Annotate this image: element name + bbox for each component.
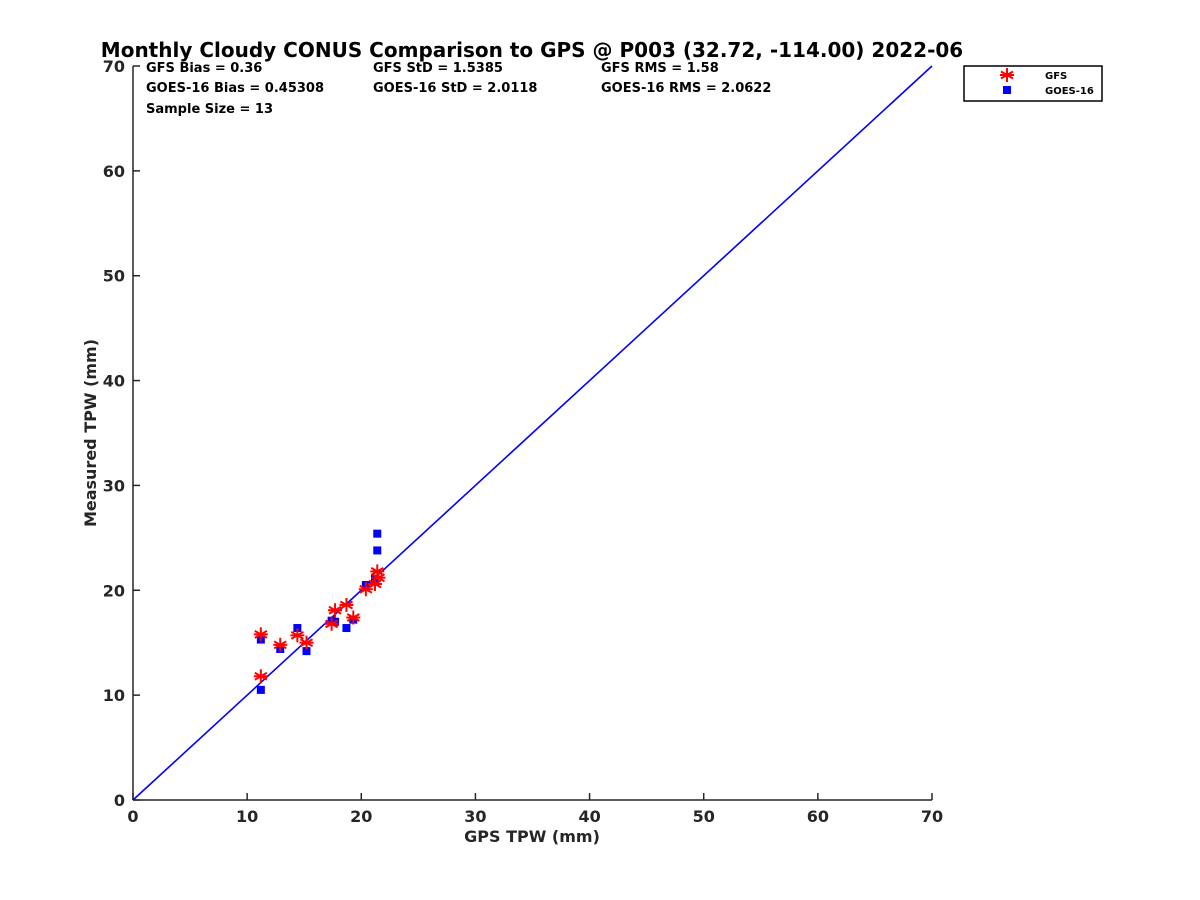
one-to-one-reference-line (132, 65, 933, 801)
stat-sample-size: Sample Size = 13 (146, 102, 273, 117)
stat-goes-std: GOES-16 StD = 2.0118 (373, 81, 537, 96)
gfs-point (273, 637, 288, 652)
stat-gfs-rms: GFS RMS = 1.58 (601, 61, 719, 76)
legend: GFS GOES-16 (963, 65, 1103, 102)
legend-gfs-marker-icon (1000, 68, 1014, 82)
x-tick-label: 30 (464, 807, 486, 826)
gfs-point (346, 610, 361, 625)
x-tick-label: 60 (807, 807, 829, 826)
goes16-point (373, 529, 382, 538)
scatter-markers (253, 529, 386, 694)
stat-goes-rms: GOES-16 RMS = 2.0622 (601, 81, 771, 96)
x-tick-label: 0 (127, 807, 138, 826)
stat-gfs-bias: GFS Bias = 0.36 (146, 61, 262, 76)
goes16-point (342, 624, 351, 633)
gfs-point (328, 603, 343, 618)
stat-gfs-std: GFS StD = 1.5385 (373, 61, 503, 76)
y-tick-label: 20 (103, 581, 125, 600)
y-axis-label: Measured TPW (mm) (81, 339, 100, 527)
legend-box (963, 65, 1103, 102)
legend-gfs-label: GFS (1045, 71, 1067, 82)
y-tick-label: 30 (103, 476, 125, 495)
x-tick-label: 70 (921, 807, 943, 826)
gfs-point (339, 597, 354, 612)
y-tick-label: 70 (103, 57, 125, 76)
x-tick-label: 10 (236, 807, 258, 826)
stats-block: GFS Bias = 0.36 GOES-16 Bias = 0.45308 S… (146, 61, 771, 117)
y-tick-label: 0 (114, 791, 125, 810)
y-tick-label: 50 (103, 267, 125, 286)
y-tick-label: 60 (103, 162, 125, 181)
goes16-point (302, 647, 311, 656)
x-axis-ticks: 0 10 20 30 40 50 60 70 (127, 793, 943, 826)
stat-goes-bias: GOES-16 Bias = 0.45308 (146, 81, 324, 96)
goes16-point (373, 546, 382, 555)
chart-title: Monthly Cloudy CONUS Comparison to GPS @… (101, 38, 963, 62)
goes16-point (293, 624, 302, 633)
legend-goes-label: GOES-16 (1045, 86, 1094, 97)
y-tick-label: 10 (103, 686, 125, 705)
y-axis-ticks: 0 10 20 30 40 50 60 70 (103, 57, 140, 810)
x-tick-label: 50 (693, 807, 715, 826)
gfs-point (324, 616, 339, 631)
legend-gfs-asterisk (1000, 68, 1014, 82)
legend-goes-marker-icon (1003, 86, 1011, 94)
gfs-point (253, 627, 268, 642)
x-tick-label: 20 (350, 807, 372, 826)
plot-area: 0 10 20 30 40 50 60 70 0 10 20 30 40 50 60 70 (103, 57, 943, 826)
y-tick-label: 40 (103, 372, 125, 391)
x-tick-label: 40 (578, 807, 600, 826)
gfs-point (290, 628, 305, 643)
gfs-point (299, 635, 314, 650)
gfs-point (370, 564, 385, 579)
gfs-point (253, 669, 268, 684)
goes16-point (256, 685, 265, 694)
x-axis-label: GPS TPW (mm) (464, 827, 600, 846)
